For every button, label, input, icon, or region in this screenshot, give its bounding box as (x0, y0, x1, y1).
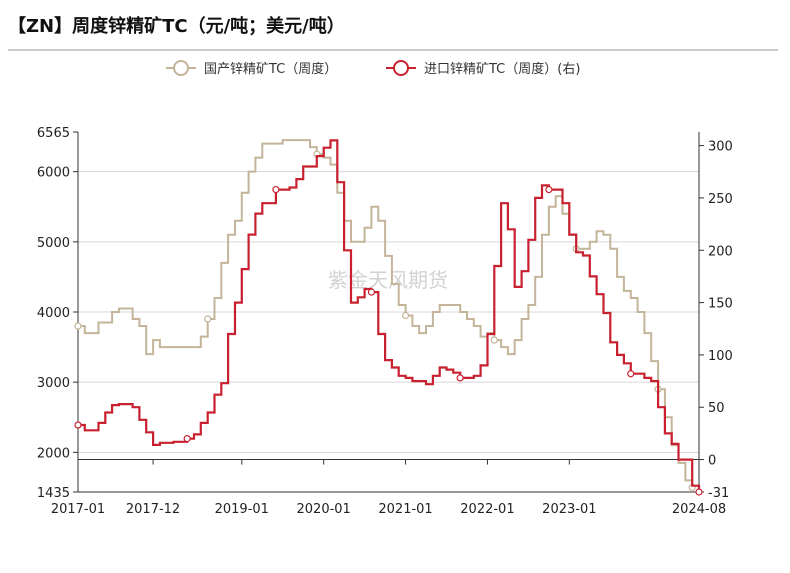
series-point-import (695, 488, 703, 496)
gridlines (78, 171, 699, 453)
watermark: 紫金天风期货 (328, 268, 448, 292)
legend: 国产锌精矿TC（周度） 进口锌精矿TC（周度）(右) (166, 60, 580, 77)
series-point-import (545, 185, 553, 194)
axes: 1435 2000 3000 4000 5000 6000 6565 -31 0 50 100 150… (37, 126, 733, 517)
legend-marker-domestic (173, 60, 189, 76)
series-line-import (78, 139, 701, 492)
y-right-tick-label: 200 (708, 244, 733, 259)
x-tick-label: 2019-01 (215, 502, 269, 517)
legend-item-domestic: 国产锌精矿TC（周度） (166, 60, 337, 77)
series-point-import (183, 435, 191, 443)
y-left-tick-label: 3000 (37, 376, 70, 391)
y-left-tick-label: 6565 (37, 126, 70, 141)
series-point-domestic (490, 336, 498, 344)
x-tick-label: 2022-01 (460, 502, 514, 517)
series-point-domestic (204, 315, 212, 323)
y-right-tick-label: -31 (708, 486, 729, 501)
legend-item-import: 进口锌精矿TC（周度）(右) (386, 60, 580, 77)
chart-title: 【ZN】周度锌精矿TC（元/吨；美元/吨） (8, 15, 345, 37)
y-left-tick-label: 6000 (37, 166, 70, 181)
y-left-tick-label: 2000 (37, 446, 70, 461)
x-tick-label: 2020-01 (297, 502, 351, 517)
x-tick-label: 2024-08 (672, 502, 726, 517)
x-tick-label: 2017-01 (51, 502, 105, 517)
legend-label-import: 进口锌精矿TC（周度）(右) (424, 61, 580, 77)
legend-marker-import (393, 60, 409, 76)
x-tick-label: 2017-12 (126, 502, 180, 517)
series-line-domestic (78, 139, 694, 488)
y-left-tick-label: 1435 (37, 486, 70, 501)
series-layer (74, 139, 703, 496)
x-tick-label: 2021-01 (378, 502, 432, 517)
y-right-tick-label: 250 (708, 192, 733, 207)
series-point-domestic (74, 322, 82, 330)
series-point-import (627, 370, 635, 378)
series-point-import (74, 421, 82, 429)
y-right-tick-label: 0 (708, 454, 716, 469)
y-right-tick-label: 100 (708, 349, 733, 364)
y-right-tick-label: 150 (708, 297, 733, 312)
series-point-import (367, 288, 376, 296)
y-right-tick-label: 50 (708, 401, 725, 416)
y-left-tick-label: 5000 (37, 236, 70, 251)
series-point-domestic (401, 311, 410, 320)
y-left-tick-label: 4000 (37, 306, 70, 321)
x-tick-label: 2023-01 (542, 502, 596, 517)
series-point-import (272, 185, 280, 194)
legend-label-domestic: 国产锌精矿TC（周度） (204, 61, 337, 77)
series-point-import (456, 374, 464, 382)
y-right-tick-label: 300 (708, 140, 733, 155)
